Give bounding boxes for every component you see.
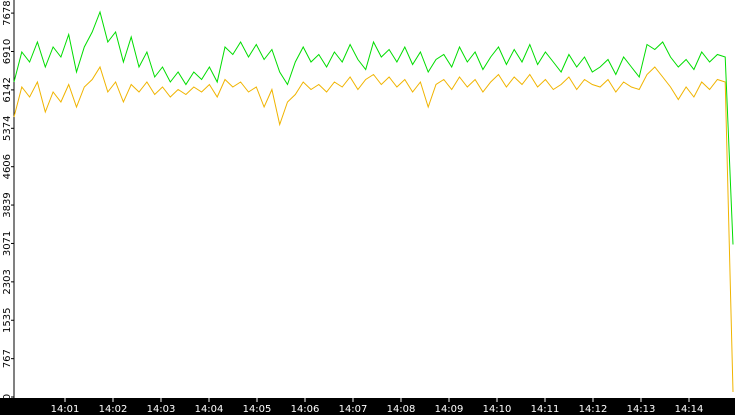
x-tick-label: 14:14 [675, 404, 704, 415]
y-tick-label: 3839 [2, 192, 13, 217]
x-tick-label: 14:06 [291, 404, 320, 415]
x-tick-label: 14:02 [99, 404, 128, 415]
y-tick-label: 7678 [2, 0, 13, 25]
series-line [13, 10, 734, 245]
x-tick-label: 14:05 [243, 404, 272, 415]
x-tick-label: 14:07 [339, 404, 368, 415]
x-tick-label: 14:08 [387, 404, 416, 415]
y-tick-label: 6910 [2, 39, 13, 64]
series-line [13, 65, 734, 393]
y-tick-label: 0 [2, 394, 13, 400]
x-tick-label: 14:09 [435, 404, 464, 415]
y-tick-label: 2303 [2, 269, 13, 294]
y-tick-label: 6142 [2, 77, 13, 102]
x-tick-label: 14:13 [627, 404, 656, 415]
x-tick-label: 14:12 [579, 404, 608, 415]
x-tick-label: 14:01 [51, 404, 80, 415]
x-tick-label: 14:10 [483, 404, 512, 415]
y-tick-label: 4606 [2, 154, 13, 179]
x-tick-label: 14:03 [147, 404, 176, 415]
y-tick-label: 3071 [2, 231, 13, 256]
y-tick-label: 5374 [2, 116, 13, 141]
y-tick-label: 1535 [2, 308, 13, 333]
x-tick-label: 14:04 [195, 404, 224, 415]
x-tick-label: 14:11 [531, 404, 560, 415]
y-tick-label: 767 [2, 349, 13, 368]
x-axis-strip [0, 398, 735, 415]
